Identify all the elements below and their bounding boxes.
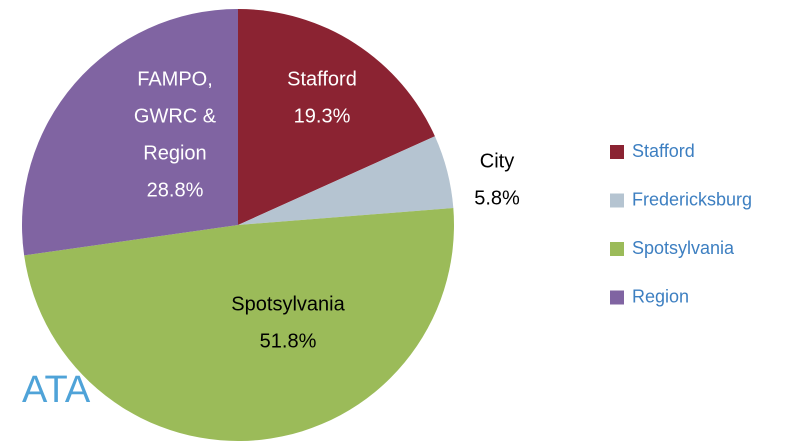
value-label: 51.8%: [260, 330, 317, 352]
slice-label: Region: [143, 142, 206, 164]
legend-label: Region: [632, 286, 689, 306]
legend-label: Stafford: [632, 141, 695, 161]
pie-slice: [21, 9, 238, 256]
slice-label: Stafford: [287, 68, 357, 90]
background-text: ATA: [22, 369, 91, 411]
slice-label: Spotsylvania: [231, 293, 345, 315]
value-label: 5.8%: [474, 187, 520, 209]
slice-label: FAMPO,: [137, 68, 213, 90]
legend-swatch: [610, 242, 624, 256]
slice-label: GWRC &: [134, 105, 217, 127]
pie-slice: [24, 208, 454, 441]
value-label: 19.3%: [294, 105, 351, 127]
pie-slice: [238, 9, 435, 225]
slice-label: City: [480, 150, 514, 172]
legend-swatch: [610, 145, 624, 159]
legend-swatch: [610, 290, 624, 305]
value-label: 28.8%: [147, 179, 204, 201]
legend-swatch: [610, 193, 624, 208]
legend-label: Spotsylvania: [632, 238, 735, 258]
legend-label: Fredericksburg: [632, 189, 752, 209]
pie-slice: [238, 136, 454, 225]
